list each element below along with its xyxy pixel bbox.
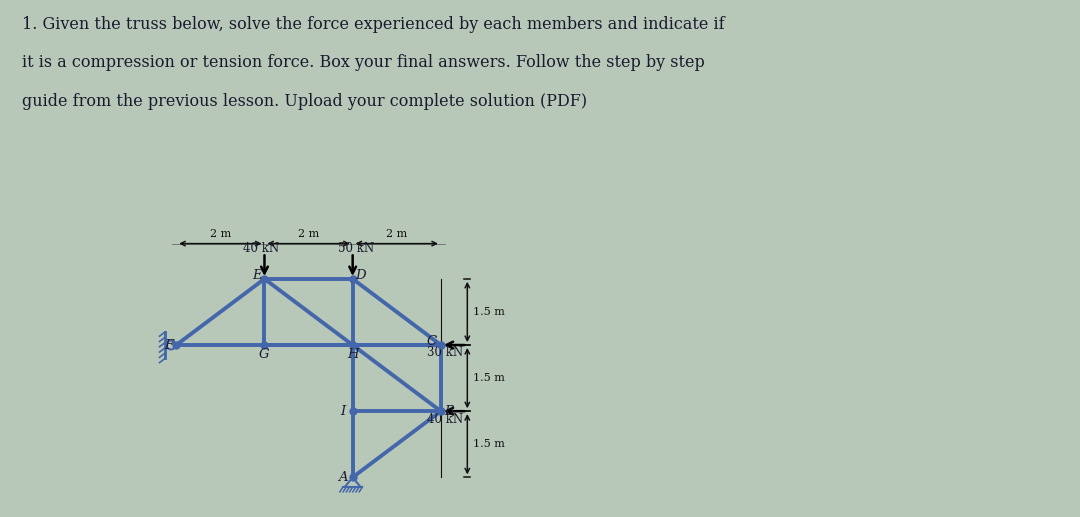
Text: 1.5 m: 1.5 m bbox=[473, 439, 504, 449]
Text: A: A bbox=[338, 471, 348, 484]
Text: I: I bbox=[340, 405, 346, 418]
Text: 2 m: 2 m bbox=[298, 229, 320, 239]
Text: 2 m: 2 m bbox=[387, 229, 407, 239]
Text: 30 kN: 30 kN bbox=[428, 346, 463, 359]
Text: guide from the previous lesson. Upload your complete solution (PDF): guide from the previous lesson. Upload y… bbox=[22, 93, 586, 110]
Text: it is a compression or tension force. Box your final answers. Follow the step by: it is a compression or tension force. Bo… bbox=[22, 54, 704, 71]
Text: 50 kN: 50 kN bbox=[338, 242, 375, 255]
Text: 2 m: 2 m bbox=[210, 229, 231, 239]
Text: C: C bbox=[427, 335, 437, 348]
Text: 40 kN: 40 kN bbox=[428, 413, 463, 425]
Text: 1. Given the truss below, solve the force experienced by each members and indica: 1. Given the truss below, solve the forc… bbox=[22, 16, 725, 33]
Text: F: F bbox=[164, 339, 173, 352]
Text: D: D bbox=[355, 269, 366, 282]
Text: H: H bbox=[347, 348, 359, 361]
Text: E: E bbox=[252, 269, 261, 282]
Text: 40 kN: 40 kN bbox=[243, 242, 279, 255]
Text: B: B bbox=[444, 405, 454, 418]
Text: G: G bbox=[259, 348, 270, 361]
Text: 1.5 m: 1.5 m bbox=[473, 307, 504, 317]
Text: 1.5 m: 1.5 m bbox=[473, 373, 504, 383]
